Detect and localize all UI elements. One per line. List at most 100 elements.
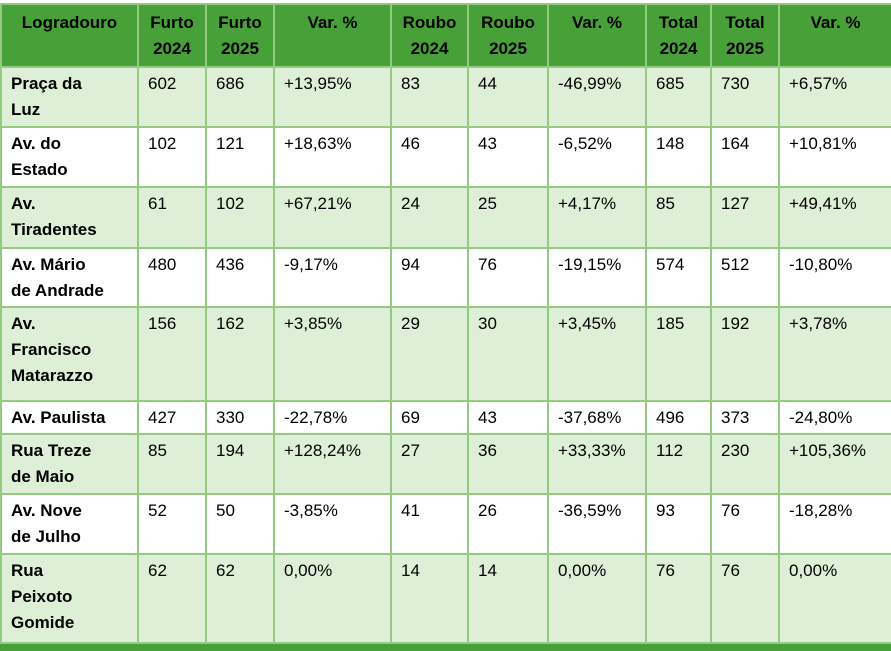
table-cell: 156: [137, 306, 207, 402]
row-label-cell: Av. Tiradentes: [0, 186, 139, 249]
table-cell: 427: [137, 400, 207, 435]
table-cell: 14: [467, 553, 549, 644]
table-cell: 14: [390, 553, 469, 644]
table-cell: 30: [467, 306, 549, 402]
table-cell: 76: [467, 247, 549, 308]
table-cell: 148: [645, 126, 712, 188]
table-cell: 43: [467, 126, 549, 188]
table-cell: 0,00%: [778, 553, 891, 644]
table-cell: +33,33%: [547, 433, 647, 495]
table-cell: 330: [205, 400, 275, 435]
table-cell: -37,68%: [547, 400, 647, 435]
table-cell: 685: [645, 66, 712, 128]
table-cell: 127: [710, 186, 780, 249]
table-cell: +105,36%: [778, 433, 891, 495]
col-header-var-total: Var. %: [778, 3, 891, 68]
row-label-cell: Av. Mário de Andrade: [0, 247, 139, 308]
table-cell: 0,00%: [547, 553, 647, 644]
table-cell: 194: [205, 433, 275, 495]
table-row-av-do-estado: Av. do Estado 102 121 +18,63% 46 43 -6,5…: [0, 126, 891, 188]
crime-stats-table: Logradouro Furto 2024 Furto 2025 Var. % …: [0, 3, 891, 644]
table-cell: 373: [710, 400, 780, 435]
table-cell: 192: [710, 306, 780, 402]
table-row-av-tiradentes: Av. Tiradentes 61 102 +67,21% 24 25 +4,1…: [0, 186, 891, 249]
row-label-cell: Av. do Estado: [0, 126, 139, 188]
table-cell: 112: [645, 433, 712, 495]
row-label-cell: Av. Francisco Matarazzo: [0, 306, 139, 402]
table-cell: 102: [205, 186, 275, 249]
table-cell: 29: [390, 306, 469, 402]
table-cell: 512: [710, 247, 780, 308]
col-header-total-2025: Total 2025: [710, 3, 780, 68]
truncated-next-row-bar: [0, 644, 891, 651]
table-cell: -36,59%: [547, 493, 647, 555]
row-label-cell: Praça da Luz: [0, 66, 139, 128]
table-cell: -3,85%: [273, 493, 392, 555]
table-cell: +3,85%: [273, 306, 392, 402]
table-cell: 69: [390, 400, 469, 435]
row-label-cell: Av. Nove de Julho: [0, 493, 139, 555]
row-label-cell: Rua Peixoto Gomide: [0, 553, 139, 644]
table-cell: 83: [390, 66, 469, 128]
table-cell: +3,78%: [778, 306, 891, 402]
table-cell: +6,57%: [778, 66, 891, 128]
table-cell: -24,80%: [778, 400, 891, 435]
table-row-av-mario-de-andrade: Av. Mário de Andrade 480 436 -9,17% 94 7…: [0, 247, 891, 308]
table-cell: 602: [137, 66, 207, 128]
table-cell: 686: [205, 66, 275, 128]
table-cell: 41: [390, 493, 469, 555]
col-header-roubo-2025: Roubo 2025: [467, 3, 549, 68]
header-row: Logradouro Furto 2024 Furto 2025 Var. % …: [0, 3, 891, 68]
table-cell: 50: [205, 493, 275, 555]
table-cell: 0,00%: [273, 553, 392, 644]
table-cell: -19,15%: [547, 247, 647, 308]
table-cell: 121: [205, 126, 275, 188]
table-cell: 26: [467, 493, 549, 555]
table-cell: 43: [467, 400, 549, 435]
row-label-cell: Av. Paulista: [0, 400, 139, 435]
table-row-praca-da-luz: Praça da Luz 602 686 +13,95% 83 44 -46,9…: [0, 66, 891, 128]
table-cell: 94: [390, 247, 469, 308]
col-header-logradouro: Logradouro: [0, 3, 139, 68]
table-cell: 574: [645, 247, 712, 308]
table-cell: -46,99%: [547, 66, 647, 128]
table-cell: +18,63%: [273, 126, 392, 188]
table-cell: 62: [205, 553, 275, 644]
table-row-av-paulista: Av. Paulista 427 330 -22,78% 69 43 -37,6…: [0, 400, 891, 435]
col-header-var-roubo: Var. %: [547, 3, 647, 68]
col-header-total-2024: Total 2024: [645, 3, 712, 68]
table-row-rua-treze-de-maio: Rua Treze de Maio 85 194 +128,24% 27 36 …: [0, 433, 891, 495]
table-cell: 85: [645, 186, 712, 249]
table-cell: 25: [467, 186, 549, 249]
table-cell: -6,52%: [547, 126, 647, 188]
table-cell: +3,45%: [547, 306, 647, 402]
table-cell: 93: [645, 493, 712, 555]
table-cell: +67,21%: [273, 186, 392, 249]
table-cell: 85: [137, 433, 207, 495]
table-cell: 185: [645, 306, 712, 402]
table-cell: +49,41%: [778, 186, 891, 249]
table-cell: 76: [710, 553, 780, 644]
col-header-furto-2025: Furto 2025: [205, 3, 275, 68]
table-cell: 230: [710, 433, 780, 495]
table-cell: 76: [645, 553, 712, 644]
col-header-var-furto: Var. %: [273, 3, 392, 68]
table-cell: 480: [137, 247, 207, 308]
row-label-cell: Rua Treze de Maio: [0, 433, 139, 495]
table-cell: -22,78%: [273, 400, 392, 435]
table-cell: 36: [467, 433, 549, 495]
table-cell: -18,28%: [778, 493, 891, 555]
table-cell: 46: [390, 126, 469, 188]
table-cell: 730: [710, 66, 780, 128]
col-header-furto-2024: Furto 2024: [137, 3, 207, 68]
table-row-av-francisco-matarazzo: Av. Francisco Matarazzo 156 162 +3,85% 2…: [0, 306, 891, 402]
table-cell: 27: [390, 433, 469, 495]
table-cell: -10,80%: [778, 247, 891, 308]
table-cell: +13,95%: [273, 66, 392, 128]
table-cell: 102: [137, 126, 207, 188]
table-cell: +128,24%: [273, 433, 392, 495]
col-header-roubo-2024: Roubo 2024: [390, 3, 469, 68]
table-row-rua-peixoto-gomide: Rua Peixoto Gomide 62 62 0,00% 14 14 0,0…: [0, 553, 891, 644]
table-cell: 52: [137, 493, 207, 555]
